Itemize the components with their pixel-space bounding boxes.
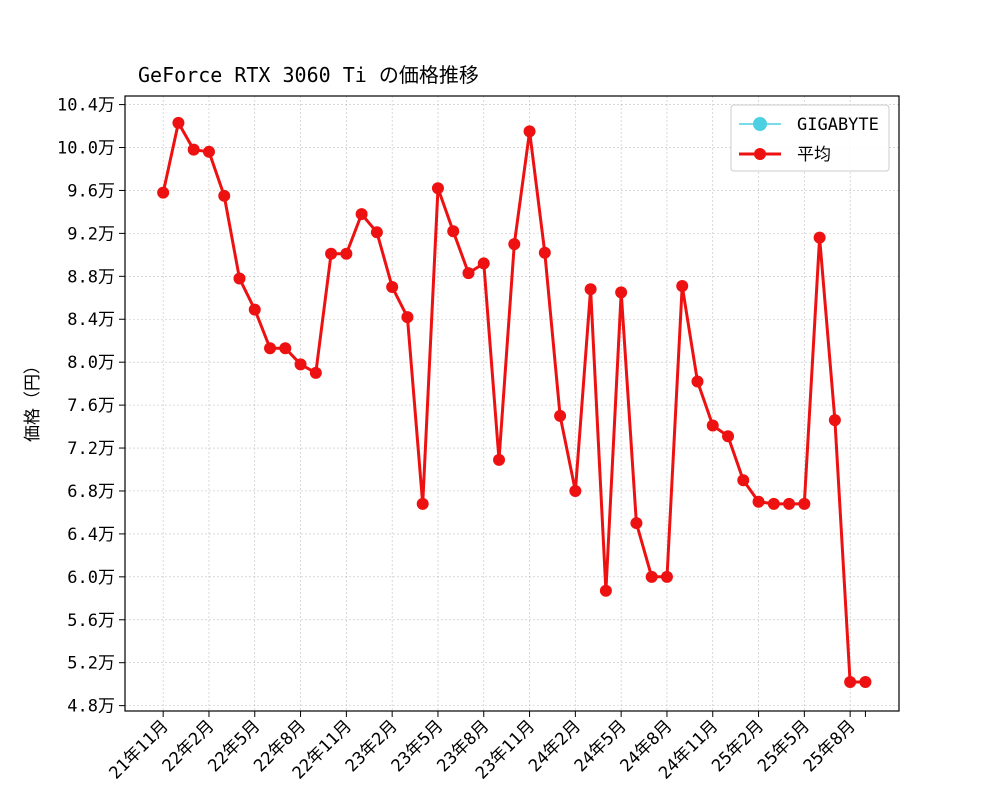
data-point	[737, 474, 750, 487]
data-point	[187, 143, 200, 156]
data-point	[706, 419, 719, 432]
y-axis-label: 価格（円）	[23, 357, 43, 442]
y-tick-label: 6.4万	[67, 525, 115, 545]
data-point	[660, 570, 673, 583]
legend-label-gigabyte: GIGABYTE	[797, 115, 879, 135]
data-point	[691, 375, 704, 388]
data-point	[416, 497, 429, 510]
series-line-1	[161, 121, 866, 684]
legend-marker-average	[754, 148, 766, 160]
data-point	[645, 570, 658, 583]
data-point	[493, 453, 506, 466]
y-tick-label: 9.2万	[67, 224, 115, 244]
data-point	[355, 208, 368, 221]
y-tick-label: 7.2万	[67, 439, 115, 459]
chart-title: GeForce RTX 3060 Ti の価格推移	[138, 63, 479, 87]
legend: GIGABYTE 平均	[730, 104, 890, 172]
y-tick-label: 10.0万	[57, 139, 115, 159]
data-point	[202, 145, 215, 158]
x-tick-label: 21年11月	[106, 716, 173, 783]
y-tick-label: 8.8万	[67, 267, 115, 287]
y-tick-label: 5.2万	[67, 654, 115, 674]
y-tick-label: 9.6万	[67, 181, 115, 201]
data-point	[279, 342, 292, 355]
data-point	[783, 497, 796, 510]
data-point	[386, 281, 399, 294]
data-point	[630, 517, 643, 530]
y-tick-label: 6.8万	[67, 482, 115, 502]
data-point	[401, 311, 414, 324]
data-point	[599, 584, 612, 597]
data-point	[508, 238, 521, 251]
data-point	[264, 342, 277, 355]
x-tick-label: 25年8月	[800, 716, 860, 776]
data-point	[828, 414, 841, 427]
data-point	[844, 676, 857, 689]
data-point	[676, 279, 689, 292]
legend-label-average: 平均	[797, 145, 831, 165]
data-point	[218, 189, 231, 202]
data-point	[325, 247, 338, 260]
data-point	[554, 409, 567, 422]
data-point	[813, 231, 826, 244]
series-layer	[157, 116, 872, 689]
data-point	[584, 283, 597, 296]
y-tick-label: 8.4万	[67, 310, 115, 330]
y-tick-label: 7.6万	[67, 396, 115, 416]
data-point	[157, 186, 170, 199]
data-point	[248, 303, 261, 316]
legend-marker-gigabyte	[753, 117, 767, 131]
data-point	[370, 226, 383, 239]
axes: 4.8万 5.2万 5.6万 6.0万 6.4万 6.8万 7.2万 7.6万 8.0万 8.4万…	[57, 96, 866, 784]
y-tick-label: 8.0万	[67, 353, 115, 373]
y-tick-label: 5.6万	[67, 611, 115, 631]
data-point	[309, 366, 322, 379]
data-point	[798, 497, 811, 510]
data-point	[294, 358, 307, 371]
grid-lines	[125, 96, 899, 711]
y-tick-label: 4.8万	[67, 697, 115, 717]
data-point	[722, 430, 735, 443]
data-point	[752, 495, 765, 508]
data-point	[523, 125, 536, 138]
data-point	[538, 246, 551, 259]
data-point	[477, 257, 490, 270]
y-tick-label: 6.0万	[67, 568, 115, 588]
data-point	[431, 182, 444, 195]
data-point	[172, 116, 185, 129]
y-tick-label: 10.4万	[57, 96, 115, 116]
data-point	[859, 676, 872, 689]
data-point	[615, 286, 628, 299]
plot-frame	[124, 95, 900, 712]
data-point	[462, 267, 475, 280]
data-point	[569, 484, 582, 497]
data-point	[447, 225, 460, 238]
data-point	[767, 497, 780, 510]
data-point	[233, 272, 246, 285]
data-point	[340, 247, 353, 260]
